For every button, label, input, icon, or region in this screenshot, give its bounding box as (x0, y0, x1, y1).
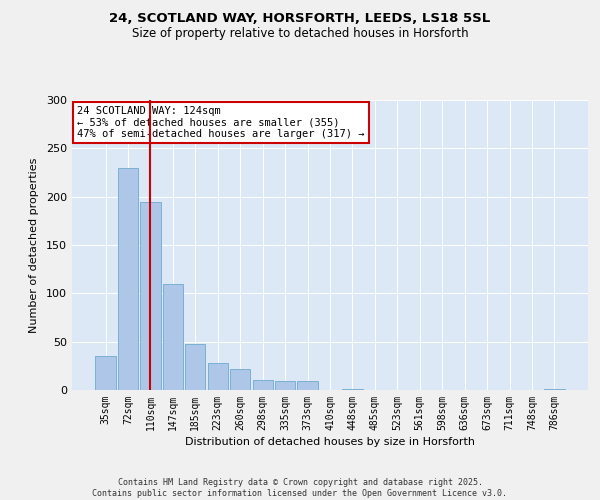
Text: 24 SCOTLAND WAY: 124sqm
← 53% of detached houses are smaller (355)
47% of semi-d: 24 SCOTLAND WAY: 124sqm ← 53% of detache… (77, 106, 365, 139)
Bar (544, 389, 565, 390)
Text: Size of property relative to detached houses in Horsforth: Size of property relative to detached ho… (131, 28, 469, 40)
Bar (275, 382, 295, 390)
Bar (208, 363, 228, 390)
Bar (298, 382, 317, 390)
Y-axis label: Number of detached properties: Number of detached properties (29, 158, 39, 332)
Text: Contains HM Land Registry data © Crown copyright and database right 2025.
Contai: Contains HM Land Registry data © Crown c… (92, 478, 508, 498)
Text: 24, SCOTLAND WAY, HORSFORTH, LEEDS, LS18 5SL: 24, SCOTLAND WAY, HORSFORTH, LEEDS, LS18… (109, 12, 491, 26)
Bar (95, 356, 116, 390)
Bar (343, 389, 362, 390)
Bar (118, 168, 138, 390)
Bar (140, 202, 161, 390)
Bar (185, 344, 205, 390)
Bar (163, 284, 183, 390)
X-axis label: Distribution of detached houses by size in Horsforth: Distribution of detached houses by size … (185, 437, 475, 447)
Bar (230, 368, 250, 390)
Bar (253, 380, 273, 390)
